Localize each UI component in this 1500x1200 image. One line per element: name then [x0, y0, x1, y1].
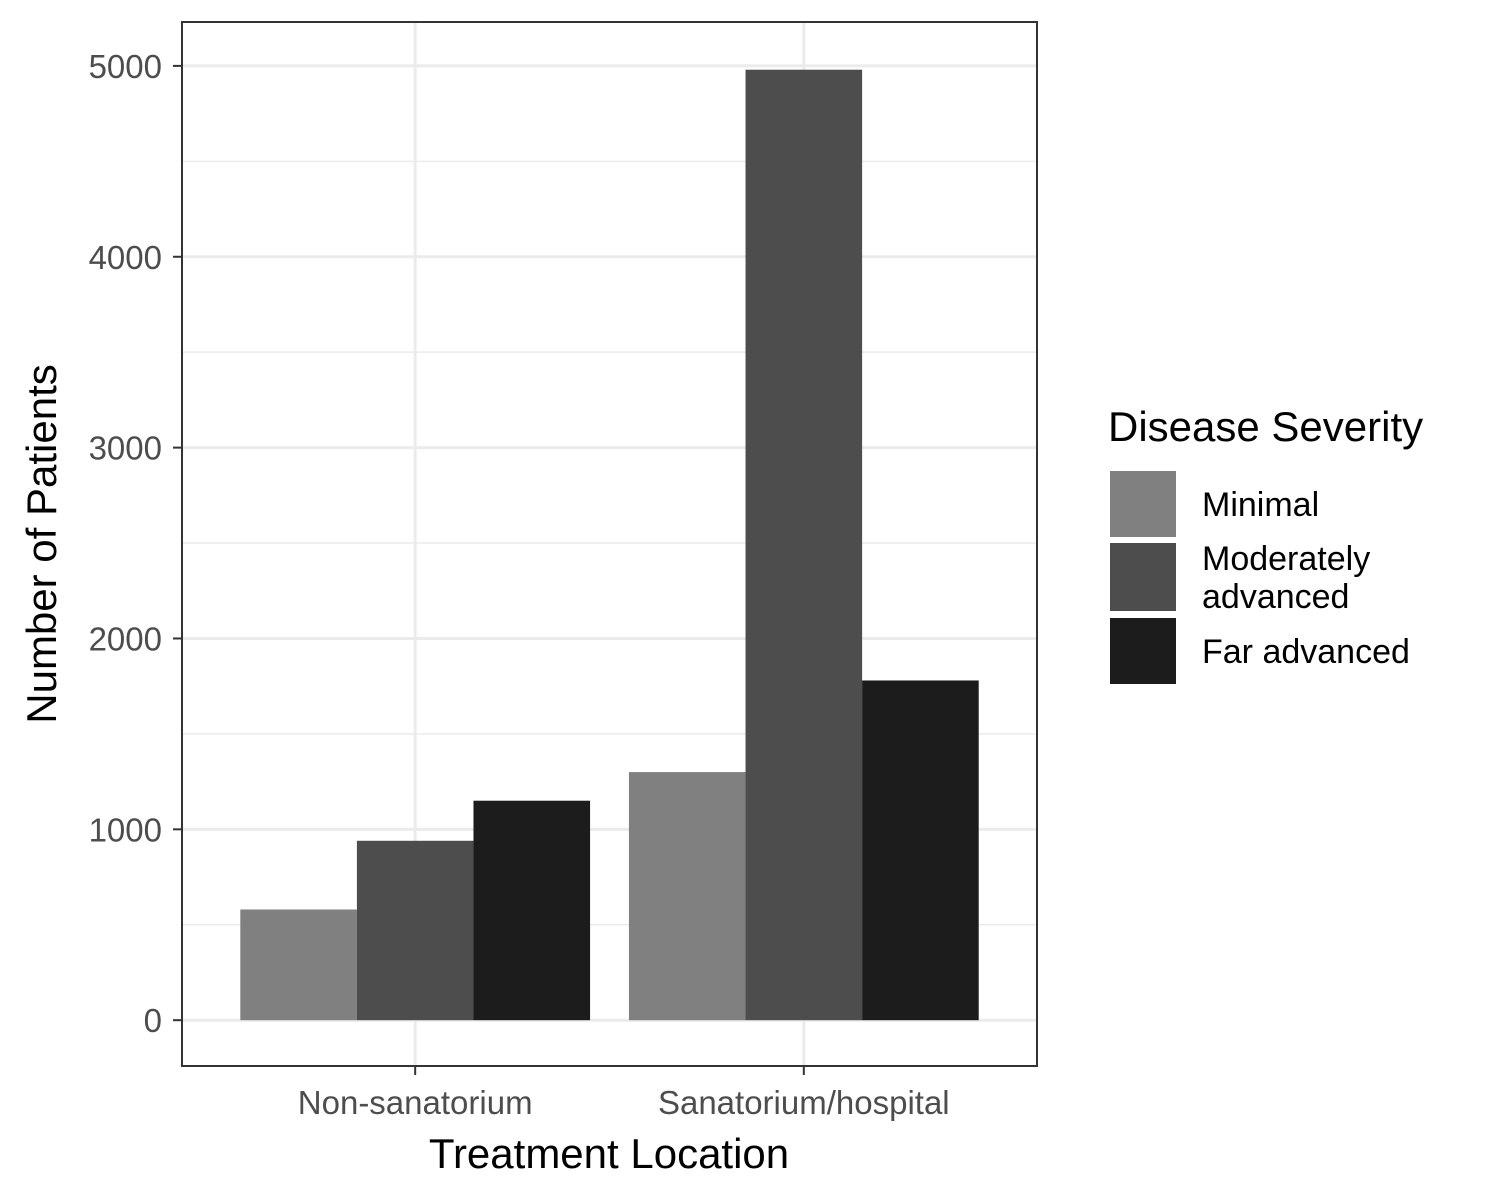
- y-tick-label: 1000: [89, 811, 162, 848]
- x-axis-title: Treatment Location: [429, 1130, 789, 1177]
- y-tick-label: 5000: [89, 48, 162, 85]
- bar-far-advanced: [473, 800, 591, 1021]
- bar-moderately-advanced: [356, 840, 474, 1021]
- legend-label: Minimal: [1202, 486, 1319, 524]
- bar-far-advanced: [862, 680, 979, 1021]
- y-tick-label: 2000: [89, 620, 162, 657]
- x-tick-label: Sanatorium/hospital: [658, 1084, 950, 1121]
- bars: [240, 69, 979, 1021]
- bar-moderately-advanced: [745, 69, 863, 1021]
- legend: Disease Severity Minimal Moderatelyadvanc…: [1108, 403, 1423, 684]
- legend-key: [1110, 543, 1176, 611]
- x-tick-label: Non-sanatorium: [298, 1084, 533, 1121]
- legend-label: Moderately: [1202, 540, 1370, 578]
- legend-label: Far advanced: [1202, 633, 1410, 671]
- axes: 0 1000 2000 3000 4000 5000 Non-sanatorium Sanat…: [89, 48, 950, 1121]
- legend-key: [1110, 618, 1176, 684]
- y-axis-title: Number of Patients: [18, 364, 65, 724]
- bar-minimal: [240, 909, 357, 1021]
- legend-key: [1110, 471, 1176, 537]
- legend-label: advanced: [1202, 578, 1349, 616]
- legend-title: Disease Severity: [1108, 403, 1423, 450]
- bar-minimal: [628, 772, 746, 1021]
- panel-border: [181, 21, 1038, 1067]
- y-tick-label: 3000: [89, 430, 162, 467]
- y-tick-label: 0: [144, 1002, 162, 1039]
- y-tick-label: 4000: [89, 239, 162, 276]
